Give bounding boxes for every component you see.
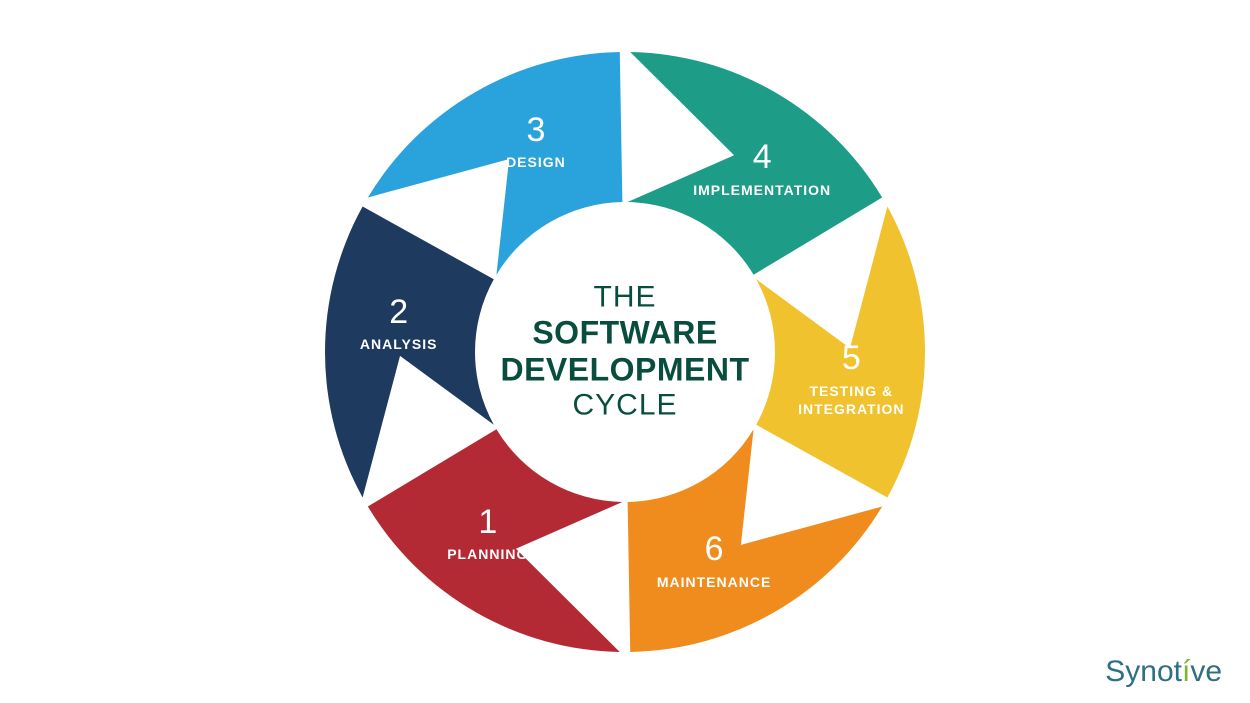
brand-text-after: ve	[1190, 655, 1222, 688]
brand-text-before: Synot	[1105, 655, 1182, 688]
center-line-2: SOFTWARE	[500, 315, 749, 352]
center-line-3: DEVELOPMENT	[500, 352, 749, 389]
center-line-4: CYCLE	[500, 388, 749, 423]
center-line-1: THE	[500, 280, 749, 315]
center-title: THE SOFTWARE DEVELOPMENT CYCLE	[500, 280, 749, 423]
brand-logo: Synotíve	[1105, 655, 1222, 689]
cycle-diagram: THE SOFTWARE DEVELOPMENT CYCLE 1PLANNING…	[305, 32, 945, 672]
